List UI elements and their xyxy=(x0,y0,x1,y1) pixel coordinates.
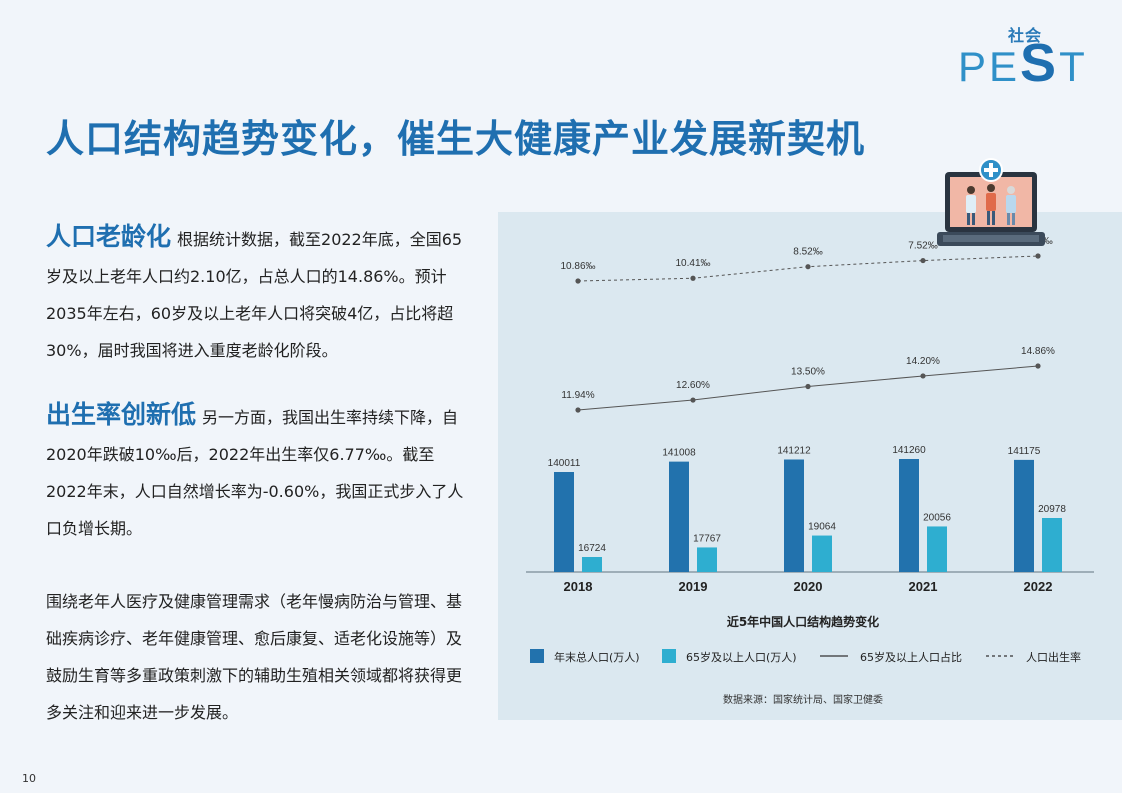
aging-paragraph: 人口老龄化 根据统计数据，截至2022年底，全国65岁及以上老年人口约2.10亿，… xyxy=(46,218,466,369)
point-birthrate-2022 xyxy=(1035,253,1041,259)
label-total-2021: 141260 xyxy=(892,445,926,456)
legend-label-total: 年末总人口(万人) xyxy=(554,650,640,664)
tick-label-2021: 2021 xyxy=(909,579,938,594)
logo-t: T xyxy=(1059,43,1088,90)
bar-total-2021 xyxy=(899,459,919,572)
tick-label-2018: 2018 xyxy=(564,579,593,594)
page-title: 人口结构趋势变化，催生大健康产业发展新契机 xyxy=(46,117,866,161)
label-ratio-2020: 13.50% xyxy=(791,366,825,377)
label-65plus-2022: 20978 xyxy=(1038,504,1066,515)
label-ratio-2019: 12.60% xyxy=(676,380,710,391)
point-ratio-2019 xyxy=(690,397,696,403)
legend-label-65plus: 65岁及以上人口(万人) xyxy=(686,650,797,664)
chart-source: 数据来源：国家统计局、国家卫健委 xyxy=(723,693,883,706)
logo-subtitle: 社会 xyxy=(1008,26,1043,45)
label-65plus-2018: 16724 xyxy=(578,543,606,554)
bar-total-2018 xyxy=(554,472,574,572)
aging-body: 根据统计数据，截至2022年底，全国65岁及以上老年人口约2.10亿，占总人口的… xyxy=(46,230,463,360)
label-total-2022: 141175 xyxy=(1008,446,1041,457)
birthrate-body: 另一方面，我国出生率持续下降，自2020年跌破10‰后，2022年出生率仅6.7… xyxy=(46,408,464,538)
chart-title: 近5年中国人口结构趋势变化 xyxy=(727,614,879,629)
logo-wordmark: PEST xyxy=(958,32,1088,94)
label-total-2020: 141212 xyxy=(777,445,811,456)
label-ratio-2018: 11.94% xyxy=(561,390,594,401)
birthrate-paragraph: 出生率创新低 另一方面，我国出生率持续下降，自2020年跌破10‰后，2022年出… xyxy=(46,396,466,547)
aging-heading: 人口老龄化 xyxy=(46,222,172,251)
bar-65plus-2018 xyxy=(582,557,602,572)
label-birthrate-2020: 8.52‰ xyxy=(793,247,822,258)
legend-swatch-total xyxy=(530,649,544,663)
point-birthrate-2018 xyxy=(575,278,581,284)
page-number: 10 xyxy=(22,772,36,785)
birthrate-heading: 出生率创新低 xyxy=(46,400,197,429)
chart-panel: 140011 16724 2018 141008 17767 2019 141212 1906… xyxy=(498,212,1122,720)
bar-65plus-2021 xyxy=(927,526,947,572)
outlook-body: 围绕老年人医疗及健康管理需求（老年慢病防治与管理、基础疾病诊疗、老年健康管理、愈… xyxy=(46,592,463,722)
point-birthrate-2019 xyxy=(690,275,696,281)
brand-logo: 社会 PEST xyxy=(958,22,1088,93)
bar-total-2022 xyxy=(1014,459,1034,572)
bar-65plus-2020 xyxy=(812,535,832,572)
label-total-2018: 140011 xyxy=(548,458,581,469)
point-ratio-2020 xyxy=(805,383,811,390)
label-65plus-2020: 19064 xyxy=(808,522,836,533)
legend-label-birthrate: 人口出生率 xyxy=(1026,650,1081,664)
tick-label-2019: 2019 xyxy=(679,579,708,594)
bar-65plus-2022 xyxy=(1042,518,1062,572)
point-ratio-2021 xyxy=(920,373,926,379)
logo-pe: PE xyxy=(958,43,1021,90)
point-birthrate-2021 xyxy=(920,257,926,264)
bar-65plus-2019 xyxy=(697,547,717,572)
population-chart: 140011 16724 2018 141008 17767 2019 141212 1906… xyxy=(526,236,1094,706)
label-65plus-2019: 17767 xyxy=(693,533,721,544)
point-ratio-2018 xyxy=(575,407,581,413)
point-ratio-2022 xyxy=(1035,363,1041,369)
label-birthrate-2021: 7.52‰ xyxy=(908,241,937,252)
outlook-paragraph: 围绕老年人医疗及健康管理需求（老年慢病防治与管理、基础疾病诊疗、老年健康管理、愈… xyxy=(46,583,466,731)
logo-s: S xyxy=(1020,33,1060,93)
laptop-doctors-icon xyxy=(937,158,1045,246)
label-65plus-2021: 20056 xyxy=(923,512,951,523)
label-birthrate-2019: 10.41‰ xyxy=(675,258,710,269)
bar-total-2020 xyxy=(784,459,804,572)
point-birthrate-2020 xyxy=(805,264,811,270)
legend-swatch-65plus xyxy=(662,649,676,663)
legend-label-ratio: 65岁及以上人口占比 xyxy=(860,650,962,664)
tick-label-2022: 2022 xyxy=(1024,579,1053,594)
label-ratio-2022: 14.86% xyxy=(1021,346,1055,357)
label-birthrate-2018: 10.86‰ xyxy=(560,261,595,272)
bar-total-2019 xyxy=(669,461,689,572)
tick-label-2020: 2020 xyxy=(794,579,823,594)
label-total-2019: 141008 xyxy=(662,448,696,459)
label-ratio-2021: 14.20% xyxy=(906,356,940,367)
